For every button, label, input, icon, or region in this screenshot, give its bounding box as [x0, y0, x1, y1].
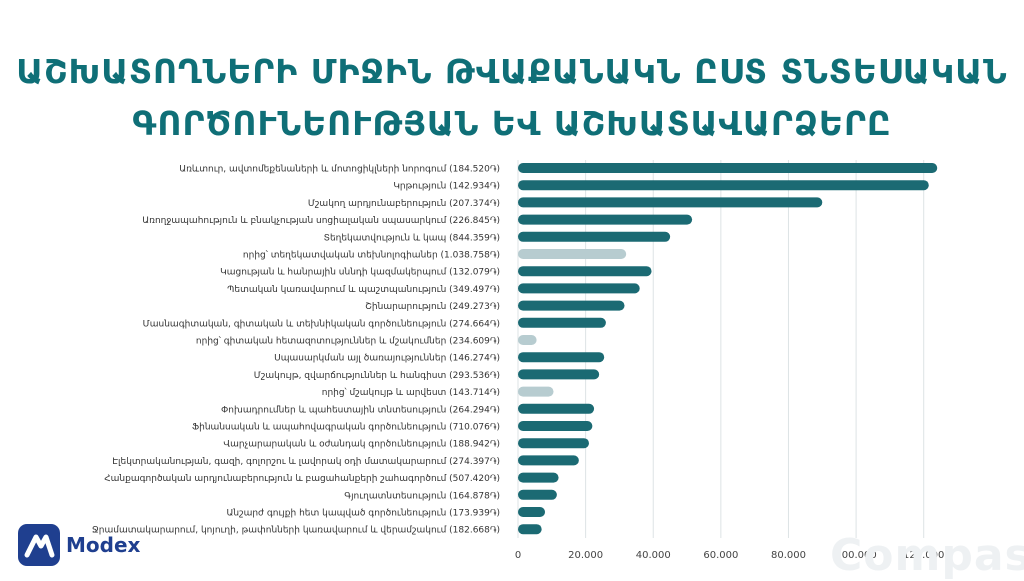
bar — [518, 438, 589, 449]
x-tick-label: 0 — [515, 550, 521, 561]
x-tick-label: 100.000 — [835, 550, 876, 561]
category-label: Հանքագործական արդյունաբերություն և բացահ… — [104, 474, 500, 484]
category-label: Վարչարարական և օժանդակ գործունեություն (… — [223, 440, 500, 450]
category-label: Էլեկտրականության, գազի, գոլորշու և լավոր… — [112, 457, 500, 467]
bar — [518, 472, 559, 483]
chart-title-line-2: ԳՈՐԾՈՒՆԵՈՒԹՅԱՆ ԵՎ ԱՇԽԱՏԱՎԱՐՁԵՐԸ — [132, 104, 892, 143]
bar — [518, 369, 600, 380]
bar — [518, 317, 606, 328]
bar — [518, 180, 929, 191]
chart-title-line-1: ԱՇԽԱՏՈՂՆԵՐԻ ՄԻՋԻՆ ԹՎԱՔԱՆԱԿՆ ԸՍՏ ՏՆՏԵՍԱԿԱ… — [16, 52, 1008, 91]
modex-logo-icon — [18, 524, 60, 566]
bar — [518, 386, 554, 397]
category-label: Ֆինանսական և ապահովագրական գործունեությո… — [192, 423, 500, 433]
category-label: Գյուղատնտեսություն (164.878֏) — [344, 491, 500, 501]
bar — [518, 507, 546, 517]
modex-logo: Modex — [18, 524, 140, 566]
category-label: Փոխադրումներ և պահեստային տնտեսություն (… — [221, 405, 500, 415]
x-tick-label: 20.000 — [568, 550, 603, 561]
category-label: Պետական կառավարում և պաշտպանություն (349… — [227, 285, 500, 295]
x-tick-label: 120.000 — [903, 550, 944, 561]
category-label: Կրթություն (142.934֏) — [393, 182, 500, 192]
bar — [518, 300, 625, 311]
modex-logo-text: Modex — [66, 533, 141, 557]
category-label: որից՝ մշակույթ և արվեստ (143.714֏) — [322, 387, 500, 398]
category-label: Ջրամատակարարում, կոյուղի, թափոնների կառա… — [92, 526, 500, 536]
bar — [518, 249, 627, 259]
bar — [518, 524, 542, 535]
bar — [518, 283, 640, 294]
category-label: Առևտուր, ավտոմեքենաների և մոտոցիկլների ն… — [179, 165, 500, 175]
category-label: Անշարժ գույքի հետ կապված գործունեություն… — [226, 509, 500, 519]
category-label: որից՝ գիտական հետազոտություններ և մշակու… — [196, 336, 500, 347]
bar — [518, 489, 557, 500]
bar — [518, 455, 579, 466]
category-label: Մշակույթ, զվարճություններ և հանգիստ (293… — [254, 371, 500, 381]
category-label: Կացության և հանրային սննդի կազմակերպում … — [220, 268, 500, 278]
bar — [518, 421, 593, 431]
bar — [518, 214, 693, 225]
category-label: Սպասարկման այլ ծառայություններ (146.274֏… — [274, 354, 500, 364]
category-label: Առողջապահություն և բնակչության սոցիալակա… — [142, 216, 500, 226]
bar — [518, 197, 823, 208]
category-label: Մշակող արդյունաբերություն (207.374֏) — [308, 199, 500, 209]
x-tick-label: 40.000 — [636, 550, 671, 561]
bar — [518, 231, 671, 242]
category-label: Շինարարություն (249.273֏) — [365, 302, 500, 312]
bar — [518, 163, 938, 173]
bar — [518, 352, 605, 363]
bar — [518, 266, 652, 277]
bar — [518, 403, 595, 414]
category-label: Տեղեկատվություն և կապ (844.359֏) — [324, 233, 500, 243]
x-tick-label: 80.000 — [771, 550, 806, 561]
bar — [518, 335, 537, 345]
category-label: Մասնագիտական, գիտական և տեխնիկական գործո… — [143, 319, 500, 329]
compass-watermark: Compass — [830, 530, 1024, 581]
x-tick-label: 60.000 — [703, 550, 738, 561]
category-label: որից՝ տեղեկատվական տեխնոլոգիաներ (1.038.… — [243, 250, 500, 261]
